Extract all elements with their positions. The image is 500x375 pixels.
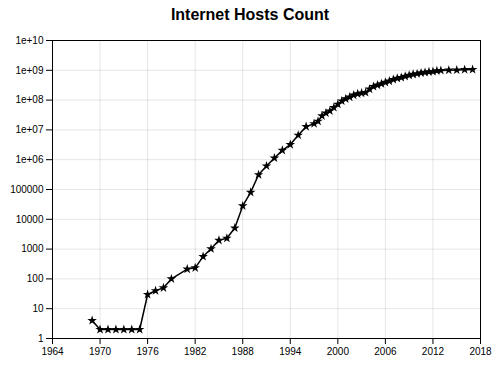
svg-text:1: 1 [38, 333, 44, 344]
svg-text:1970: 1970 [89, 346, 112, 357]
svg-text:100: 100 [27, 273, 44, 284]
svg-text:10000: 10000 [16, 214, 44, 225]
svg-text:1e+07: 1e+07 [15, 124, 44, 135]
svg-text:1982: 1982 [184, 346, 207, 357]
svg-text:1e+10: 1e+10 [15, 35, 44, 46]
svg-text:2012: 2012 [422, 346, 445, 357]
svg-text:10: 10 [32, 303, 44, 314]
svg-text:1000: 1000 [21, 243, 44, 254]
svg-text:1964: 1964 [41, 346, 64, 357]
svg-text:1e+06: 1e+06 [15, 154, 44, 165]
svg-text:1e+09: 1e+09 [15, 65, 44, 76]
html-text:Internet Hosts Count: Internet Hosts Count [170, 6, 330, 23]
svg-text:1976: 1976 [136, 346, 159, 357]
svg-text:1988: 1988 [232, 346, 255, 357]
svg-text:100000: 100000 [10, 184, 44, 195]
svg-text:2018: 2018 [469, 346, 492, 357]
svg-text:1994: 1994 [279, 346, 302, 357]
svg-text:1e+08: 1e+08 [15, 94, 44, 105]
svg-text:2006: 2006 [374, 346, 397, 357]
svg-text:2000: 2000 [327, 346, 350, 357]
